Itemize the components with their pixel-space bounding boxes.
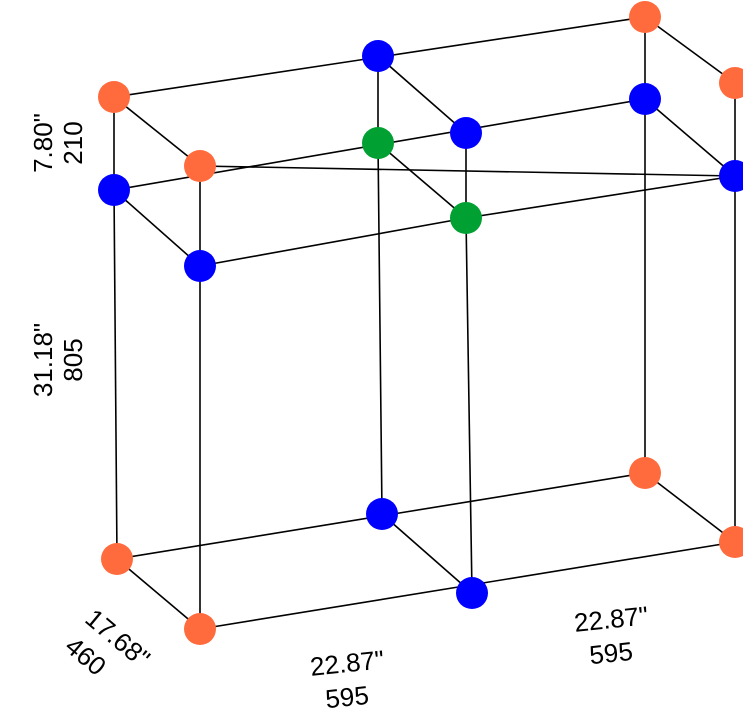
frame-edge: [465, 217, 473, 594]
corner-connector: [98, 81, 130, 113]
frame-edge: [644, 16, 736, 84]
frame-edge: [199, 165, 736, 177]
joint-connector: [456, 577, 488, 609]
frame-edge: [113, 189, 201, 267]
corner-connector: [101, 543, 133, 575]
frame-edge: [377, 142, 467, 219]
corner-connector: [184, 613, 216, 645]
top-height-imperial-label: 7.80": [28, 113, 58, 173]
body-height-imperial-label: 31.18": [28, 323, 58, 397]
joint-connector: [629, 83, 661, 115]
joint-connector: [98, 174, 130, 206]
frame-edge: [381, 513, 473, 594]
middle-connector: [362, 127, 394, 159]
width-back-metric-label: 595: [588, 636, 634, 670]
frame-connectors: [98, 1, 743, 645]
joint-connector: [184, 250, 216, 282]
joint-connector: [366, 498, 398, 530]
body-height-metric-label: 805: [58, 338, 88, 381]
frame-edge: [113, 189, 118, 560]
frame-edge: [377, 55, 467, 134]
frame-edge: [199, 217, 467, 267]
corner-connector: [719, 67, 743, 99]
width-front-metric-label: 595: [324, 680, 370, 714]
frame-edge: [465, 175, 736, 219]
joint-connector: [450, 117, 482, 149]
frame-edge: [113, 96, 201, 167]
corner-connector: [629, 1, 661, 33]
frame-edge: [377, 142, 383, 515]
corner-connector: [629, 457, 661, 489]
frame-edge: [644, 98, 736, 177]
frame-edge: [644, 472, 736, 543]
corner-connector: [184, 150, 216, 182]
width-front-imperial-label: 22.87": [309, 644, 386, 682]
joint-connector: [719, 160, 743, 192]
top-height-metric-label: 210: [58, 121, 88, 164]
joint-connector: [362, 40, 394, 72]
frame-edge: [116, 558, 201, 630]
middle-connector: [450, 202, 482, 234]
width-back-imperial-label: 22.87": [573, 600, 650, 638]
corner-connector: [719, 526, 743, 558]
